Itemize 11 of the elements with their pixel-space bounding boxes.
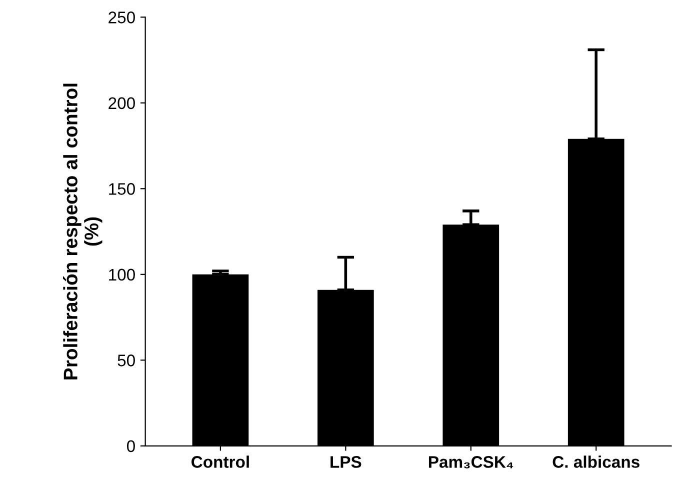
x-tick-label: C. albicans xyxy=(552,456,640,468)
y-axis-title: Proliferación respecto al control (%) xyxy=(62,84,102,380)
x-tick-label: Control xyxy=(192,456,249,468)
y-tick-label: 200 xyxy=(108,97,135,110)
y-tick-label: 250 xyxy=(108,12,135,24)
y-tick-label: 0 xyxy=(126,440,135,452)
y-tick-label: 150 xyxy=(109,183,135,195)
x-tick-label: Pam₃CSK₄ xyxy=(428,456,514,468)
x-tick-label: LPS xyxy=(330,456,362,468)
y-tick-label: 50 xyxy=(118,354,135,366)
y-tick-label: 100 xyxy=(109,268,135,281)
